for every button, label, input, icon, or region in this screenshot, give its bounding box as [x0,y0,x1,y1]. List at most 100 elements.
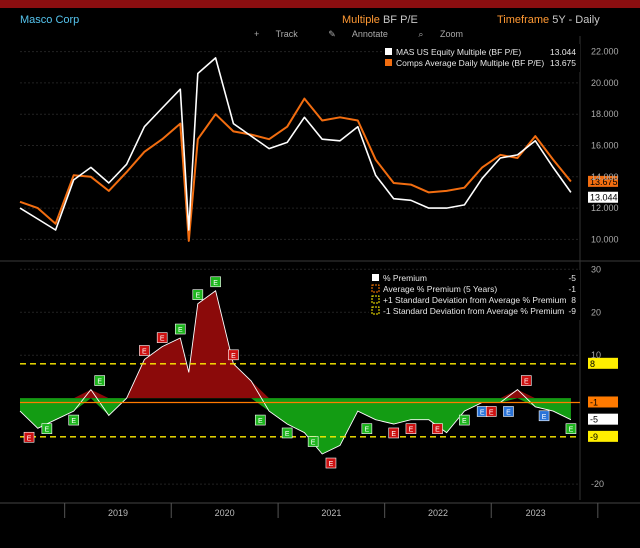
earnings-marker-box [23,431,35,443]
average-premium-tag: -1 [588,396,618,408]
year-label: 2022 [428,508,448,518]
bottom-legend-value: -9 [568,306,576,316]
earnings-marker-label: E [480,409,485,416]
premium-negative-area [20,398,571,454]
mas-last-tag: 13.044 [588,191,618,203]
earnings-marker-box [94,375,106,386]
security-title: Masco Corp [20,14,80,26]
earnings-marker-box [325,457,337,469]
earnings-marker: E [23,431,35,443]
chart-toolbar: + Track ✎ Annotate ⌕ Zoom [254,29,491,40]
earnings-marker-label: E [524,379,529,386]
earnings-marker: E [192,289,204,300]
legends: MAS US Equity Multiple (BF P/E) 13.044 Com… [369,44,580,320]
earnings-marker-label: E [178,327,183,334]
year-label: 2019 [108,508,128,518]
earnings-marker: E [210,276,221,288]
earnings-marker: E [281,427,293,439]
top-legend-swatch [385,59,392,66]
earnings-marker-label: E [231,353,236,360]
earnings-marker-label: E [213,280,218,287]
metric-label: Multiple [342,14,380,26]
top-legend-value: 13.044 [550,47,576,57]
earnings-marker-box [565,423,577,434]
comps-last-tag-bg [588,175,618,187]
top-y-tick-label: 14.000 [591,172,619,182]
earnings-marker-label: E [142,349,147,356]
premium-positive-area [20,290,571,399]
earnings-marker-label: E [45,427,50,434]
earnings-marker: E [565,423,577,434]
comps-last-tag: 13.675 [588,175,618,187]
minus-sd-tag-text: -9 [590,432,598,442]
bottom-y-tick-label: 20 [591,307,601,317]
minus-sd-tag-bg [588,430,618,442]
premium-last-tag-text: -5 [590,415,598,425]
earnings-marker-box [174,323,186,335]
earnings-marker-box [503,406,514,417]
earnings-marker: E [41,423,53,434]
year-label: 2021 [321,508,341,518]
earnings-marker-box [361,423,373,434]
earnings-marker-box [520,375,532,386]
top-y-tick-label: 22.000 [591,47,619,57]
pencil-icon: ✎ [328,29,336,39]
top-status-bar [0,0,640,8]
earnings-marker-label: E [258,418,263,425]
top-legend-label: MAS US Equity Multiple (BF P/E) [396,47,521,57]
top-legend: MAS US Equity Multiple (BF P/E) 13.044 Com… [382,44,580,72]
earnings-marker-label: E [365,427,370,434]
earnings-marker: E [361,423,373,434]
earnings-marker: E [254,414,266,426]
bottom-legend-value: -1 [568,284,576,294]
earnings-marker: E [503,406,514,417]
magnifier-icon: ⌕ [418,29,424,39]
earnings-marker-box [432,423,443,434]
timeframe-label: Timeframe [497,14,550,26]
earnings-marker: E [325,457,337,469]
top-y-tick-label: 12.000 [591,203,619,213]
average-premium-tag-bg [588,396,618,408]
earnings-marker-label: E [27,435,32,442]
earnings-marker-label: E [160,336,165,343]
premium-last-tag: -5 [588,413,618,425]
earnings-marker: E [520,375,532,386]
mas-last-tag-bg [588,191,618,203]
earnings-marker: E [485,406,497,417]
year-label: 2020 [215,508,235,518]
comps-last-tag-text: 13.675 [590,177,618,187]
bottom-legend-label: % Premium [383,273,427,283]
annotate-button[interactable]: ✎ Annotate [328,29,402,39]
earnings-marker-label: E [506,409,511,416]
metric-selector[interactable]: Multiple BF P/E [342,14,418,26]
earnings-marker-box [485,406,497,417]
plus-sd-tag-text: 8 [590,359,595,369]
average-premium-tag-text: -1 [590,397,598,407]
earnings-marker-label: E [71,418,76,425]
earnings-marker: E [476,406,488,417]
bottom-legend-swatch [371,295,380,304]
grid-lines [0,36,640,504]
annotate-label: Annotate [351,29,388,39]
earnings-marker: E [538,410,550,422]
earnings-marker: E [68,414,80,426]
top-legend-bg [382,44,580,72]
timeframe-selector[interactable]: Timeframe 5Y - Daily [497,14,600,26]
earnings-marker-label: E [409,427,414,434]
track-button[interactable]: + Track [254,29,312,39]
bottom-y-tick-label: 10 [591,350,601,360]
earnings-marker-box [459,414,470,426]
earnings-marker: E [156,332,168,343]
earnings-marker: E [228,349,239,361]
earnings-marker: E [432,423,443,434]
premium-line [19,290,572,455]
earnings-marker-box [228,349,239,361]
earnings-marker-box [68,414,80,426]
bottom-y-tick-label: 30 [591,264,601,274]
earnings-marker: E [459,414,470,426]
bottom-legend-label: -1 Standard Deviation from Average % Pre… [383,306,564,316]
bottom-legend-bg [369,270,580,320]
earnings-marker: E [139,345,150,356]
zoom-button[interactable]: ⌕ Zoom [418,29,477,39]
